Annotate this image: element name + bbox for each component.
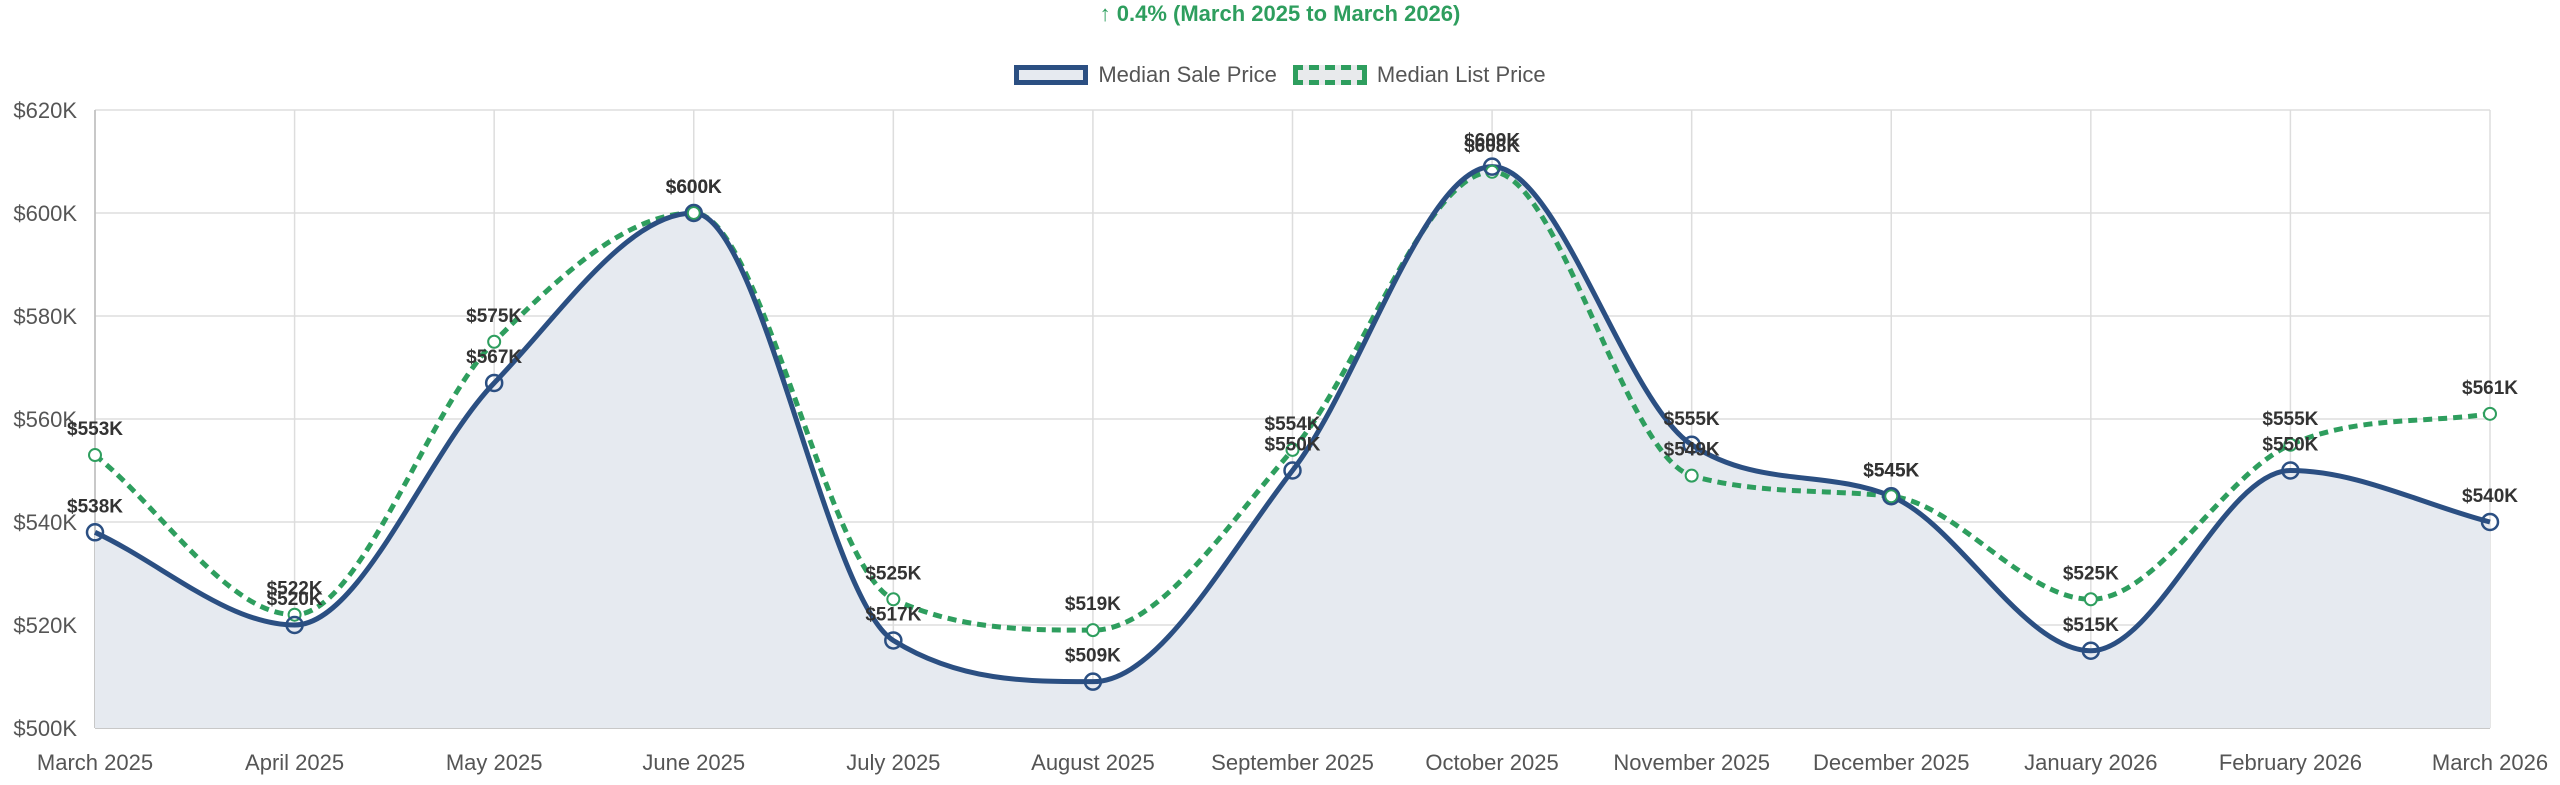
list-price-data-label: $554K [1265,414,1321,435]
list-price-data-label: $522K [267,579,323,600]
x-tick-label: March 2025 [37,750,153,775]
list-price-point[interactable] [88,448,102,463]
y-tick-label: $560K [13,407,77,432]
sale-price-point[interactable] [684,203,703,223]
list-price-data-label: $608K [1464,136,1520,157]
list-price-point[interactable] [686,206,701,220]
legend-swatch-sale-price [1014,65,1089,85]
list-price-data-label: $519K [1065,594,1121,615]
sale-price-point[interactable] [85,523,105,542]
sale-price-point[interactable] [2281,461,2300,480]
list-price-point[interactable] [487,334,502,349]
sale-price-area [95,166,2490,728]
x-tick-label: November 2025 [1613,750,1770,775]
sale-price-data-label: $509K [1065,646,1121,667]
legend-item-sale-price[interactable]: Median Sale Price [1014,62,1277,88]
x-tick-label: August 2025 [1031,750,1155,775]
x-tick-label: July 2025 [846,750,940,775]
x-tick-label: October 2025 [1425,750,1558,775]
sale-price-data-label: $609K [1464,131,1520,152]
sale-price-data-label: $538K [67,496,123,517]
legend-item-list-price[interactable]: Median List Price [1292,62,1546,88]
list-price-data-label: $553K [67,419,123,440]
sale-price-data-label: $550K [1265,435,1321,456]
x-tick-label: May 2025 [446,750,543,775]
list-price-point[interactable] [2083,592,2098,607]
list-price-data-label: $575K [466,306,522,327]
list-price-point[interactable] [1884,489,1899,504]
y-tick-label: $600K [13,201,77,226]
sale-price-data-label: $550K [2262,435,2318,456]
list-price-data-label: $525K [2063,563,2119,584]
y-tick-label: $520K [13,613,77,638]
y-tick-label: $620K [13,98,77,123]
x-tick-label: April 2025 [245,750,344,775]
sale-price-point[interactable] [484,373,504,393]
list-price-point[interactable] [2283,437,2298,452]
sale-price-data-label: $600K [666,177,722,198]
sale-price-data-label: $555K [1664,409,1720,430]
x-tick-label: June 2025 [642,750,745,775]
legend: Median Sale Price Median List Price [0,62,2560,88]
sale-price-point[interactable] [1083,672,1103,691]
x-tick-label: January 2026 [2024,750,2157,775]
sale-price-data-label: $520K [267,589,323,610]
sale-price-data-label: $517K [865,604,921,625]
sale-price-point[interactable] [1482,157,1502,176]
legend-label-sale-price: Median Sale Price [1098,62,1277,87]
sale-price-data-label: $540K [2462,486,2518,507]
legend-label-list-price: Median List Price [1376,62,1546,87]
list-price-point[interactable] [1684,468,1699,483]
list-price-data-label: $525K [865,563,921,584]
y-tick-label: $580K [13,304,77,329]
x-tick-label: December 2025 [1813,750,1970,775]
sale-price-point[interactable] [2480,512,2500,532]
list-price-data-label: $600K [666,177,722,198]
sale-price-line [93,164,2491,685]
price-change-summary: ↑ 0.4% (March 2025 to March 2026) [1099,1,1461,26]
sale-price-point[interactable] [1882,487,1901,506]
list-price-data-label: $561K [2462,378,2518,399]
legend-swatch-list-price [1292,65,1367,85]
list-price-point[interactable] [2483,406,2497,421]
list-price-data-label: $549K [1664,440,1720,461]
list-price-line [93,169,2491,633]
sale-price-data-label: $515K [2063,615,2119,636]
sale-price-data-label: $545K [1863,460,1919,481]
list-price-data-label: $545K [1863,460,1919,481]
x-tick-label: February 2026 [2219,750,2362,775]
x-tick-label: September 2025 [1211,750,1374,775]
list-price-data-label: $555K [2262,409,2318,430]
list-price-point[interactable] [1285,442,1300,457]
sale-price-point[interactable] [1283,461,1302,480]
y-tick-label: $500K [13,716,77,741]
sale-price-point[interactable] [285,615,304,635]
x-tick-label: March 2026 [2432,750,2548,775]
list-price-point[interactable] [1485,164,1500,179]
sale-price-point[interactable] [2081,641,2101,660]
sale-price-point[interactable] [1682,435,1701,454]
list-price-point[interactable] [886,592,901,607]
y-tick-label: $540K [13,510,77,535]
sale-price-data-label: $567K [466,347,522,368]
sale-price-point[interactable] [884,631,903,650]
list-price-point[interactable] [1085,623,1100,638]
